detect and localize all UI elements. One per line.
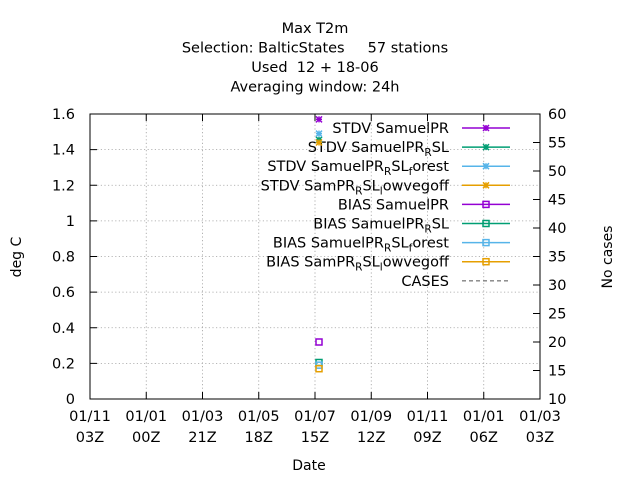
x-axis: 01/11 03Z 01/01 00Z 01/03 21Z 01/05 18Z 01/07 15Z… [69, 114, 561, 446]
legend-entry: STDV SamPRRSLlowvegoff [261, 178, 510, 197]
legend-entry: BIAS SamuelPRRSLforest [273, 236, 510, 255]
y-axis-label: deg C [9, 236, 25, 277]
x-tick-label-hour: 03Z [526, 430, 554, 446]
y-tick-label: 1.6 [52, 107, 75, 123]
data-point [315, 338, 323, 346]
x-axis-label: Date [292, 458, 325, 474]
y2-tick-label: 60 [548, 107, 566, 123]
chart-title: Max T2m Selection: BalticStates 57 statio… [182, 21, 448, 96]
x-tick-label-hour: 03Z [76, 430, 104, 446]
x-tick-label-date: 01/11 [407, 409, 449, 425]
x-tick-label-date: 01/03 [519, 409, 561, 425]
legend-label: CASES [401, 274, 449, 290]
x-tick-label-hour: 09Z [413, 430, 441, 446]
legend-label: BIAS SamPRRSLlowvegoff [266, 255, 450, 274]
legend-label: STDV SamuelPR [332, 121, 449, 137]
x-tick-label-hour: 12Z [357, 430, 385, 446]
y2-tick-label: 35 [548, 250, 566, 266]
legend-marker [482, 162, 490, 170]
y2-tick-label: 10 [548, 392, 566, 408]
legend-label: STDV SamuelPRRSL [308, 140, 449, 159]
y2-axis-label: No cases [600, 226, 616, 289]
title-line: Used 12 + 18-06 [251, 60, 378, 76]
data-points [315, 115, 323, 373]
y2-tick-label: 20 [548, 335, 566, 351]
x-tick-label-date: 01/03 [182, 409, 224, 425]
y-tick-label: 0.4 [52, 321, 75, 337]
legend-label: BIAS SamuelPRRSL [313, 217, 449, 236]
legend-entry: STDV SamuelPRRSL [308, 140, 510, 159]
legend-label: STDV SamuelPRRSLforest [267, 159, 449, 178]
y2-tick-label: 55 [548, 136, 566, 152]
legend-marker [482, 181, 490, 189]
legend-entry: BIAS SamuelPR [338, 197, 510, 213]
x-tick-label-hour: 15Z [301, 430, 329, 446]
legend-label: STDV SamPRRSLlowvegoff [261, 178, 450, 197]
x-tick-label-date: 01/05 [238, 409, 280, 425]
legend-entry: STDV SamuelPRRSLforest [267, 159, 510, 178]
legend-entry: BIAS SamPRRSLlowvegoff [266, 255, 510, 274]
legend-marker [482, 257, 490, 266]
legend-entry: BIAS SamuelPRRSL [313, 217, 510, 236]
y-tick-label: 1 [66, 214, 75, 230]
data-point [315, 115, 323, 123]
y2-tick-label: 40 [548, 221, 566, 237]
y2-axis: 10 15 20 25 30 35 40 45 50 55 60 [533, 107, 566, 408]
title-line: Max T2m [282, 21, 349, 37]
legend-marker [482, 219, 490, 228]
data-point [315, 130, 323, 138]
legend-label: BIAS SamuelPR [338, 197, 449, 213]
y-axis: 0 0.2 0.4 0.6 0.8 1 1.2 1.4 1.6 [52, 107, 97, 408]
y-tick-label: 1.4 [52, 143, 75, 159]
legend-label: BIAS SamuelPRRSLforest [273, 236, 449, 255]
data-point [315, 364, 323, 373]
x-tick-label-hour: 21Z [188, 430, 216, 446]
x-tick-label-date: 01/07 [294, 409, 336, 425]
legend-entry: CASES [401, 274, 510, 290]
data-point [315, 138, 323, 147]
y-tick-label: 1.2 [52, 178, 75, 194]
y2-tick-label: 50 [548, 164, 566, 180]
y-tick-label: 0.6 [52, 285, 75, 301]
x-tick-label-date: 01/09 [350, 409, 392, 425]
x-tick-label-date: 01/11 [69, 409, 111, 425]
legend-marker [482, 200, 490, 209]
y-tick-label: 0.8 [52, 250, 75, 266]
x-tick-label-date: 01/01 [125, 409, 167, 425]
x-tick-label-hour: 00Z [132, 430, 160, 446]
x-tick-label-hour: 06Z [470, 430, 498, 446]
legend-marker [482, 238, 490, 247]
y2-tick-label: 45 [548, 193, 566, 209]
y2-tick-label: 15 [548, 364, 566, 380]
title-line: Averaging window: 24h [230, 80, 399, 96]
y-tick-label: 0 [66, 392, 75, 408]
legend-marker [482, 124, 490, 132]
x-tick-label-hour: 18Z [245, 430, 273, 446]
legend-marker [482, 143, 490, 151]
y2-tick-label: 25 [548, 307, 566, 323]
title-line: Selection: BalticStates 57 stations [182, 41, 448, 57]
y-tick-label: 0.2 [52, 356, 75, 372]
legend-entry: STDV SamuelPR [332, 121, 510, 137]
y2-tick-label: 30 [548, 278, 566, 294]
x-tick-label-date: 01/01 [463, 409, 505, 425]
